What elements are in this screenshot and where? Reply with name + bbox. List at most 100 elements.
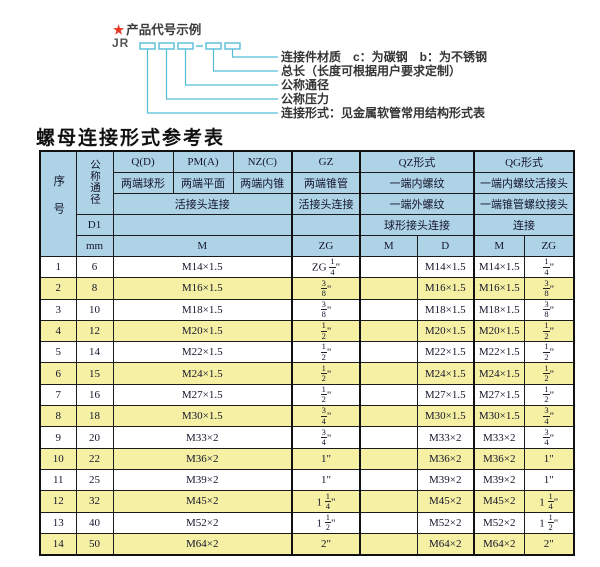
table-cell: 1 2 "	[523, 362, 575, 385]
connector-line	[231, 49, 278, 58]
table-cell	[359, 298, 418, 321]
header-col-qg: QG形式	[473, 150, 575, 173]
header-qz-desc: 一端内螺纹	[358, 172, 475, 194]
table-cell: 8	[75, 277, 114, 300]
table-body: 1 6 M14×1.5 ZG 1 4 " M14×1.5 M14×1.5 1 4 " 2 8 M16×1.…	[39, 255, 575, 556]
header-m: M	[112, 235, 293, 257]
header-qg-desc: 一端内螺纹活接头	[473, 172, 575, 194]
table-cell: 32	[75, 490, 114, 513]
table-cell: 25	[75, 468, 114, 492]
table-cell: 3 4 "	[291, 426, 361, 449]
table-cell: 3 8 "	[523, 277, 575, 300]
table-row: 10 22 M36×2 1" M36×2 M36×2 1"	[39, 447, 575, 470]
table-cell: M52×2	[473, 511, 525, 534]
star-icon: ★	[113, 23, 125, 37]
table-cell: 1"	[291, 468, 361, 492]
header-col-nz: NZ(C)	[232, 150, 293, 173]
table-row: 6 15 M24×1.5 1 2 " M24×1.5 M24×1.5 1 2 "	[39, 362, 575, 385]
table-cell: 1 4 "	[523, 255, 575, 279]
table-cell: M64×2	[112, 532, 293, 556]
table-cell: 7	[39, 383, 77, 407]
header-qz-ball-connection: 球形接头连接	[358, 214, 475, 236]
table-cell	[359, 383, 418, 407]
header-d1: D1	[75, 214, 114, 236]
table-cell: 1 2 "	[291, 383, 361, 407]
table-cell	[359, 341, 418, 364]
table-row: 3 10 M18×1.5 3 8 " M18×1.5 M18×1.5 3 8 "	[39, 298, 575, 321]
table-cell: 8	[39, 405, 77, 428]
table-cell: 18	[75, 405, 114, 428]
header-nz-desc: 两端内锥	[232, 172, 293, 194]
table-cell: 1 1 2 "	[523, 511, 575, 534]
table-cell: M24×1.5	[473, 362, 525, 385]
code-box	[177, 42, 194, 50]
table-cell: M33×2	[416, 426, 475, 449]
header-col-q: Q(D)	[112, 150, 174, 173]
table-cell: M20×1.5	[473, 319, 525, 343]
table-cell	[359, 490, 418, 513]
header-mm: mm	[75, 235, 114, 257]
table-cell	[359, 319, 418, 343]
table-cell: M27×1.5	[416, 383, 475, 407]
table-row: 11 25 M39×2 1" M39×2 M39×2 1"	[39, 468, 575, 492]
table-cell: M39×2	[112, 468, 293, 492]
table-cell: 12	[75, 319, 114, 343]
table-cell: M24×1.5	[112, 362, 293, 385]
table-cell: M16×1.5	[416, 277, 475, 300]
header-gz-connection: 活接头连接	[291, 193, 361, 215]
code-box	[224, 42, 241, 50]
table-cell: 15	[75, 362, 114, 385]
header-seq: 序号	[39, 150, 77, 257]
table-cell: M45×2	[473, 490, 525, 513]
table-cell: M27×1.5	[473, 383, 525, 407]
code-box	[205, 42, 222, 50]
table-cell: M22×1.5	[473, 341, 525, 364]
table-cell: M30×1.5	[473, 405, 525, 428]
header-qz-ext-thread: 一端外螺纹	[358, 193, 475, 215]
label-nominal-pressure: 公称压力	[281, 92, 330, 106]
table-cell: M36×2	[473, 447, 525, 470]
table-cell: 50	[75, 532, 114, 556]
table-cell: 20	[75, 426, 114, 449]
header-gz-desc: 两端锥管	[291, 172, 361, 194]
product-code-prefix: JR	[112, 36, 130, 50]
table-cell: 1 2 "	[523, 319, 575, 343]
label-nominal-diameter: 公称通径	[281, 78, 330, 92]
table-cell: 5	[39, 341, 77, 364]
header-qg-link: 连接	[473, 214, 575, 236]
table-row: 9 20 M33×2 3 4 " M33×2 M33×2 3 4 "	[39, 426, 575, 449]
table-cell: 1 2 "	[523, 383, 575, 407]
table-row: 4 12 M20×1.5 1 2 " M20×1.5 M20×1.5 1 2 "	[39, 319, 575, 343]
table-cell: 4	[39, 319, 77, 343]
table-cell: M36×2	[416, 447, 475, 470]
table-cell: 16	[75, 383, 114, 407]
table-cell: M27×1.5	[112, 383, 293, 407]
table-cell: M30×1.5	[112, 405, 293, 428]
connector-line	[212, 49, 278, 72]
table-cell: 6	[75, 255, 114, 279]
table-cell: 22	[75, 447, 114, 470]
table-row: 8 18 M30×1.5 3 4 " M30×1.5 M30×1.5 3 4 "	[39, 405, 575, 428]
table-row: 1 6 M14×1.5 ZG 1 4 " M14×1.5 M14×1.5 1 4 "	[39, 255, 575, 279]
table-row: 14 50 M64×2 2" M64×2 M64×2 2"	[39, 532, 575, 556]
table-cell: M14×1.5	[112, 255, 293, 279]
table-cell: 1	[39, 255, 77, 279]
table-cell: 1"	[291, 447, 361, 470]
table-cell: M36×2	[112, 447, 293, 470]
table-cell: M45×2	[112, 490, 293, 513]
table-cell: 11	[39, 468, 77, 492]
table-row: 5 14 M22×1.5 1 2 " M22×1.5 M22×1.5 1 2 "	[39, 341, 575, 364]
table-cell: 3 8 "	[523, 298, 575, 321]
header-zg: ZG	[291, 235, 361, 257]
table-cell	[359, 468, 418, 492]
table-cell: 14	[75, 341, 114, 364]
table-cell: 2"	[291, 532, 361, 556]
table-cell	[359, 362, 418, 385]
table-row: 7 16 M27×1.5 1 2 " M27×1.5 M27×1.5 1 2 "	[39, 383, 575, 407]
table-cell: 12	[39, 490, 77, 513]
header-col-pm: PM(A)	[172, 150, 234, 173]
header-qz-m: M	[359, 235, 418, 257]
table-cell: M14×1.5	[473, 255, 525, 279]
table-cell: M16×1.5	[112, 277, 293, 300]
connector-line	[165, 49, 278, 100]
